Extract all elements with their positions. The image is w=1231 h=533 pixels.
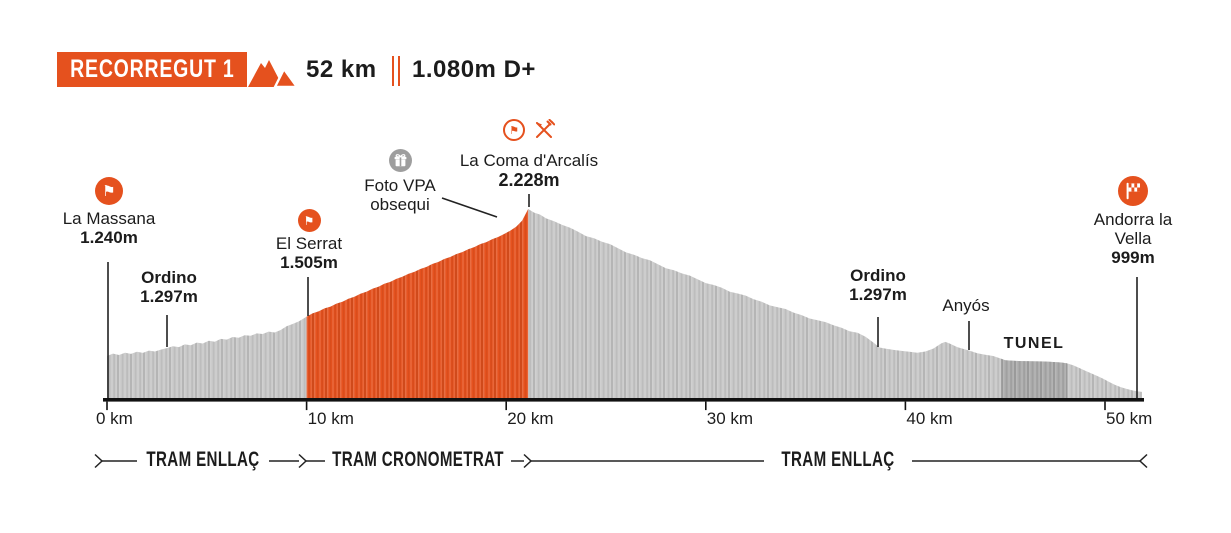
divider-icon xyxy=(392,56,400,86)
marker-line xyxy=(441,197,498,218)
x-axis-tick xyxy=(705,401,707,411)
marker-elevation: 999m xyxy=(1111,248,1155,267)
utensils-icon xyxy=(533,118,556,145)
start-flag-icon: ⚑ xyxy=(95,177,123,205)
section-label-tram-enllac-1: TRAM ENLLAÇ xyxy=(146,448,260,471)
marker-elevation: 1.505m xyxy=(280,253,338,272)
marker-andorra-la-vella: Andorra la Vella 999m xyxy=(1073,176,1193,267)
arrow-right-icon xyxy=(523,453,533,469)
x-tick-label: 30 km xyxy=(706,409,754,428)
x-axis-tick xyxy=(305,401,308,411)
route-distance: 52 km xyxy=(306,56,377,83)
marker-ordino-1: Ordino 1.297m xyxy=(109,268,229,306)
marker-tunel: TUNEL xyxy=(1003,335,1065,352)
x-axis-tick xyxy=(1104,401,1106,411)
x-tick-label: 20 km xyxy=(507,409,554,428)
finish-flag-icon xyxy=(1073,176,1193,206)
marker-name: Ordino xyxy=(850,266,906,285)
x-tick-label: 40 km xyxy=(906,409,953,428)
marker-elevation: 1.297m xyxy=(849,285,907,304)
marker-elevation: 2.228m xyxy=(498,170,560,190)
route-badge: RECORREGUT 1 xyxy=(57,52,247,87)
flag-outline-icon: ⚑ xyxy=(503,119,525,141)
section-label-tram-enllac-2: TRAM ENLLAÇ xyxy=(781,448,895,471)
marker-name-line2: obsequi xyxy=(370,195,430,214)
marker-la-massana: ⚑ La Massana 1.240m xyxy=(44,177,174,247)
x-axis-tick xyxy=(106,401,108,411)
marker-elevation: 1.297m xyxy=(140,287,198,306)
marker-name: La Coma d'Arcalís xyxy=(459,151,599,170)
marker-el-serrat: ⚑ El Serrat 1.505m xyxy=(249,209,369,272)
timed-section-area xyxy=(306,209,529,400)
marker-anyos: Anyós xyxy=(906,296,1026,315)
flag-icon: ⚑ xyxy=(297,209,321,232)
route-badge-label: RECORREGUT 1 xyxy=(69,55,235,83)
marker-ordino-2: Ordino 1.297m xyxy=(818,266,938,304)
marker-name: Anyós xyxy=(942,296,990,315)
x-tick-label: 0 km xyxy=(96,409,133,428)
marker-name-line1: Foto VPA xyxy=(364,176,436,195)
marker-foto-vpa: Foto VPA obsequi xyxy=(340,149,460,214)
marker-name-line1: Andorra la xyxy=(1093,210,1173,229)
arrow-right-icon xyxy=(94,453,104,469)
x-axis-tick xyxy=(505,401,507,411)
marker-la-coma-arcalis: ⚑ La Coma d'Arcalís 2.228m xyxy=(449,118,609,191)
marker-name-line2: Vella xyxy=(1114,229,1152,248)
mountain-icon xyxy=(248,60,300,88)
x-tick-label: 50 km xyxy=(1106,409,1153,428)
section-label-tram-cronometrat: TRAM CRONOMETRAT xyxy=(332,448,504,471)
x-axis xyxy=(103,398,1144,411)
route-elevation-gain: 1.080m D+ xyxy=(412,56,536,83)
profile-area xyxy=(107,209,1142,400)
marker-name: La Massana xyxy=(62,209,156,228)
route-sections-line xyxy=(94,453,1148,469)
x-tick-label: 10 km xyxy=(307,409,354,428)
tunnel-section-area xyxy=(1001,358,1068,400)
arrow-end-icon xyxy=(1138,453,1148,469)
x-axis-tick xyxy=(904,401,907,411)
gift-icon xyxy=(340,149,460,172)
marker-name: El Serrat xyxy=(275,234,343,253)
arrow-right-icon xyxy=(298,453,308,469)
marker-name: Ordino xyxy=(141,268,197,287)
marker-elevation: 1.240m xyxy=(80,228,138,247)
marker-lines xyxy=(107,194,1138,398)
